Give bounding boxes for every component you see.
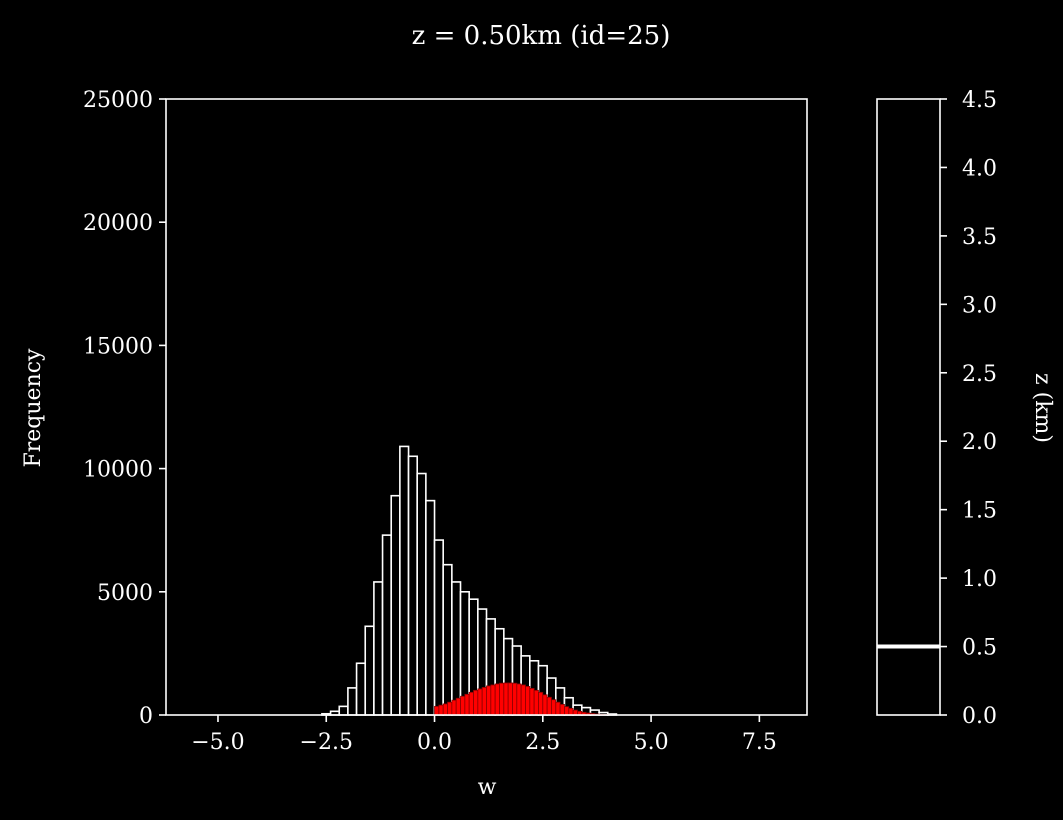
y-tick-label: 25000 [83, 88, 153, 113]
colorbar-tick-label: 4.5 [962, 88, 997, 113]
histogram-bar-red [555, 701, 561, 716]
histogram-bar-red [442, 703, 448, 716]
histogram-bar-red [542, 694, 548, 716]
histogram-bar-red [568, 707, 574, 716]
colorbar-tick-label: 2.5 [962, 362, 997, 387]
histogram-bar-red [438, 704, 444, 716]
histogram-bar-red [512, 682, 518, 716]
y-tick-label: 10000 [83, 458, 153, 483]
histogram-bar-red [533, 689, 539, 716]
histogram-bar-red [473, 689, 479, 716]
histogram-bar-red [460, 695, 466, 716]
colorbar-tick-label: 1.5 [962, 499, 997, 524]
histogram-bar-red [525, 686, 531, 716]
histogram-bar-red [507, 682, 513, 716]
histogram-bar-red [546, 696, 552, 716]
histogram-bar-red [434, 705, 440, 716]
histogram-bar-white [390, 494, 401, 716]
histogram-bar-red [503, 682, 509, 716]
x-tick-label: 2.5 [525, 730, 560, 755]
colorbar-tick-label: 0.5 [962, 636, 997, 661]
histogram-bar-red [559, 704, 565, 716]
histogram-bar-red [520, 684, 526, 716]
histogram-bar-red [455, 697, 461, 716]
x-tick-label: 0.0 [417, 730, 452, 755]
histogram-bar-white [442, 563, 453, 716]
colorbar-tick-label: 3.5 [962, 225, 997, 250]
histogram-bar-red [447, 701, 453, 716]
histogram-bar-red [477, 688, 483, 716]
histogram-bar-white [416, 472, 427, 716]
histogram-bar-white [373, 581, 384, 716]
histogram-bar-white [399, 445, 410, 716]
histogram-bar-white [338, 705, 349, 716]
colorbar-panel: 0.0 0.5 1.0 1.5 2.0 2.5 3.0 3.5 4.0 4.5 z (km) [876, 88, 1055, 729]
histogram-bar-red [551, 699, 557, 716]
histogram-y-ticks: 0 5000 10000 15000 20000 25000 [83, 88, 166, 729]
histogram-bar-white [425, 499, 436, 716]
histogram-bar-red [468, 691, 474, 716]
y-tick-label: 5000 [97, 581, 153, 606]
colorbar-tick-label: 0.0 [962, 704, 997, 729]
x-tick-label: 7.5 [742, 730, 777, 755]
histogram-bar-red [564, 706, 570, 716]
histogram-bar-white [364, 625, 375, 716]
histogram-panel: −5.0 −2.5 0.0 2.5 5.0 7.5 0 5000 10000 15000 2000… [21, 88, 808, 800]
histogram-bar-white [433, 539, 444, 716]
histogram-bar-red [486, 685, 492, 716]
histogram-bar-red [481, 687, 487, 716]
y-tick-label: 0 [139, 704, 153, 729]
x-tick-label: −2.5 [300, 730, 353, 755]
colorbar-body [876, 98, 941, 716]
x-tick-label: −5.0 [191, 730, 244, 755]
y-axis-label: Frequency [21, 348, 46, 468]
histogram-bar-white [407, 455, 419, 716]
y-tick-label: 15000 [83, 334, 153, 359]
colorbar-tick-label: 1.0 [962, 567, 997, 592]
histogram-bar-red [516, 683, 522, 716]
x-tick-label: 5.0 [634, 730, 669, 755]
histogram-bar-red [529, 687, 535, 716]
histogram-x-ticks: −5.0 −2.5 0.0 2.5 5.0 7.5 [191, 715, 777, 755]
histogram-bar-red [499, 682, 505, 716]
y-tick-label: 20000 [83, 211, 153, 236]
histogram-bar-white [355, 662, 367, 716]
colorbar-tick-label: 2.0 [962, 430, 997, 455]
histogram-bar-red [538, 691, 544, 716]
histogram-bar-white [451, 581, 462, 716]
histogram-bar-red [451, 699, 457, 716]
colorbar-ticks: 0.0 0.5 1.0 1.5 2.0 2.5 3.0 3.5 4.0 4.5 [940, 88, 997, 729]
colorbar-tick-label: 4.0 [962, 156, 997, 181]
histogram-bar-red [464, 693, 470, 716]
chart-title: z = 0.50km (id=25) [412, 21, 671, 51]
histogram-bar-white [381, 534, 393, 716]
histogram-bar-white [347, 687, 358, 716]
colorbar-tick-label: 3.0 [962, 293, 997, 318]
histogram-bar-red [494, 683, 500, 716]
histogram-bar-red [490, 684, 496, 716]
colorbar-label: z (km) [1030, 373, 1055, 443]
histogram-frame [165, 98, 808, 716]
x-axis-label: w [478, 775, 497, 800]
